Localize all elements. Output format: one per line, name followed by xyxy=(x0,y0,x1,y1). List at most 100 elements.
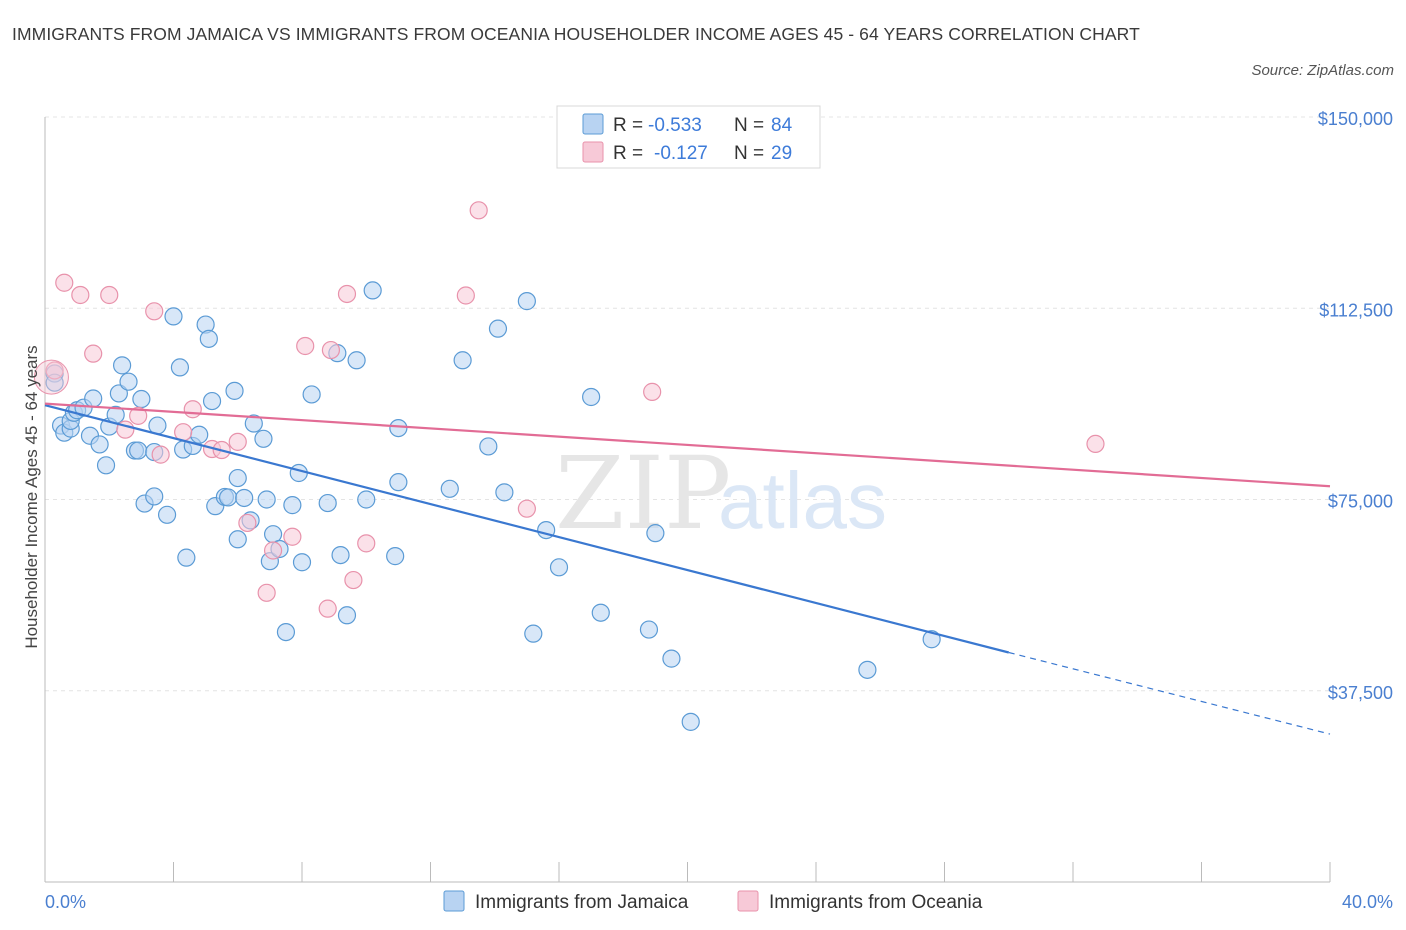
series-swatch-jamaica xyxy=(443,890,465,912)
watermark-atlas: atlas xyxy=(718,456,887,545)
point-jamaica xyxy=(157,505,177,524)
point-jamaica xyxy=(495,483,514,502)
point-oceania xyxy=(33,359,69,395)
legend-swatch-jamaica xyxy=(582,113,604,135)
point-oceania xyxy=(1086,434,1105,454)
legend-swatch-oceania xyxy=(582,141,604,163)
point-jamaica xyxy=(199,329,218,348)
point-jamaica xyxy=(257,490,276,509)
point-jamaica xyxy=(386,547,405,566)
point-jamaica xyxy=(347,351,366,370)
point-oceania xyxy=(45,361,64,380)
point-jamaica xyxy=(646,524,665,543)
y-tick-label: $75,000 xyxy=(1328,492,1393,512)
point-jamaica xyxy=(219,488,238,507)
gridlines xyxy=(45,116,1330,692)
legend-r-label-oceania: R = xyxy=(613,143,643,164)
point-jamaica xyxy=(549,558,569,577)
legend-r-value-jamaica: -0.533 xyxy=(648,115,702,136)
point-jamaica xyxy=(922,630,941,649)
legend-n-value-jamaica: 84 xyxy=(771,115,793,136)
point-oceania xyxy=(357,534,376,553)
point-oceania xyxy=(151,445,170,464)
point-jamaica xyxy=(276,622,296,642)
point-oceania xyxy=(318,599,337,618)
correlation-legend: R = -0.533 N = 84 R = -0.127 N = 29 xyxy=(556,105,821,169)
point-oceania xyxy=(321,340,341,360)
point-jamaica xyxy=(177,548,196,567)
y-tick-label: $150,000 xyxy=(1318,109,1393,129)
point-jamaica xyxy=(858,660,877,679)
trend-line-oceania xyxy=(44,402,1331,488)
point-oceania xyxy=(283,527,302,546)
point-oceania xyxy=(84,344,103,363)
point-jamaica xyxy=(235,488,254,508)
scatter-points xyxy=(33,201,1105,731)
point-jamaica xyxy=(145,487,164,506)
point-oceania xyxy=(183,400,202,419)
series-label-oceania: Immigrants from Oceania xyxy=(769,892,983,913)
y-tick-label: $112,500 xyxy=(1319,300,1393,320)
legend-n-label-oceania: N = xyxy=(734,143,764,164)
point-jamaica xyxy=(283,496,302,515)
point-jamaica xyxy=(488,319,508,338)
point-oceania xyxy=(228,432,247,451)
point-jamaica xyxy=(244,414,263,433)
point-oceania xyxy=(263,541,283,560)
point-jamaica xyxy=(639,620,659,639)
point-jamaica xyxy=(524,624,543,643)
point-jamaica xyxy=(228,530,247,549)
point-jamaica xyxy=(119,372,138,391)
point-jamaica xyxy=(389,473,408,492)
trend-lines xyxy=(44,402,1331,735)
point-jamaica xyxy=(132,389,151,409)
watermark-zip: ZIP xyxy=(555,435,731,552)
series-label-jamaica: Immigrants from Jamaica xyxy=(475,892,689,913)
y-tick-label: $37,500 xyxy=(1328,683,1393,703)
point-jamaica xyxy=(96,456,116,475)
point-jamaica xyxy=(302,385,321,404)
point-jamaica xyxy=(112,356,132,375)
point-jamaica xyxy=(331,545,350,565)
point-jamaica xyxy=(591,603,610,622)
point-oceania xyxy=(643,382,662,401)
point-jamaica xyxy=(662,649,681,668)
point-oceania xyxy=(129,406,148,425)
point-jamaica xyxy=(109,384,128,403)
point-oceania xyxy=(456,286,475,305)
point-oceania xyxy=(145,302,164,321)
watermark: ZIP atlas xyxy=(555,435,887,552)
point-jamaica xyxy=(517,292,536,311)
point-oceania xyxy=(238,513,257,533)
legend-r-label-jamaica: R = xyxy=(613,115,643,136)
x-tick-labels: 0.0% 40.0% xyxy=(45,892,1393,912)
point-jamaica xyxy=(357,490,376,509)
point-jamaica xyxy=(289,463,308,483)
point-oceania xyxy=(71,285,90,305)
trend-line-jamaica xyxy=(44,404,1010,654)
source-label: Source: ZipAtlas.com xyxy=(1251,62,1394,79)
point-jamaica xyxy=(440,479,459,498)
point-jamaica xyxy=(292,553,312,572)
point-jamaica xyxy=(84,389,103,408)
point-oceania xyxy=(469,201,488,220)
point-jamaica xyxy=(225,381,244,400)
point-jamaica xyxy=(318,493,337,513)
point-oceania xyxy=(296,336,315,356)
point-jamaica xyxy=(389,419,408,438)
point-jamaica xyxy=(479,437,498,456)
series-swatch-oceania xyxy=(737,890,759,912)
point-jamaica xyxy=(681,712,700,731)
chart-title: IMMIGRANTS FROM JAMAICA VS IMMIGRANTS FR… xyxy=(12,24,1140,44)
point-oceania xyxy=(344,570,363,590)
point-jamaica xyxy=(202,391,222,411)
series-legend: Immigrants from Jamaica Immigrants from … xyxy=(443,890,983,913)
point-jamaica xyxy=(164,307,183,326)
point-oceania xyxy=(517,499,536,518)
legend-n-value-oceania: 29 xyxy=(771,143,792,164)
point-jamaica xyxy=(337,606,357,625)
point-oceania xyxy=(257,583,276,602)
point-oceania xyxy=(100,285,119,305)
point-oceania xyxy=(55,273,74,292)
